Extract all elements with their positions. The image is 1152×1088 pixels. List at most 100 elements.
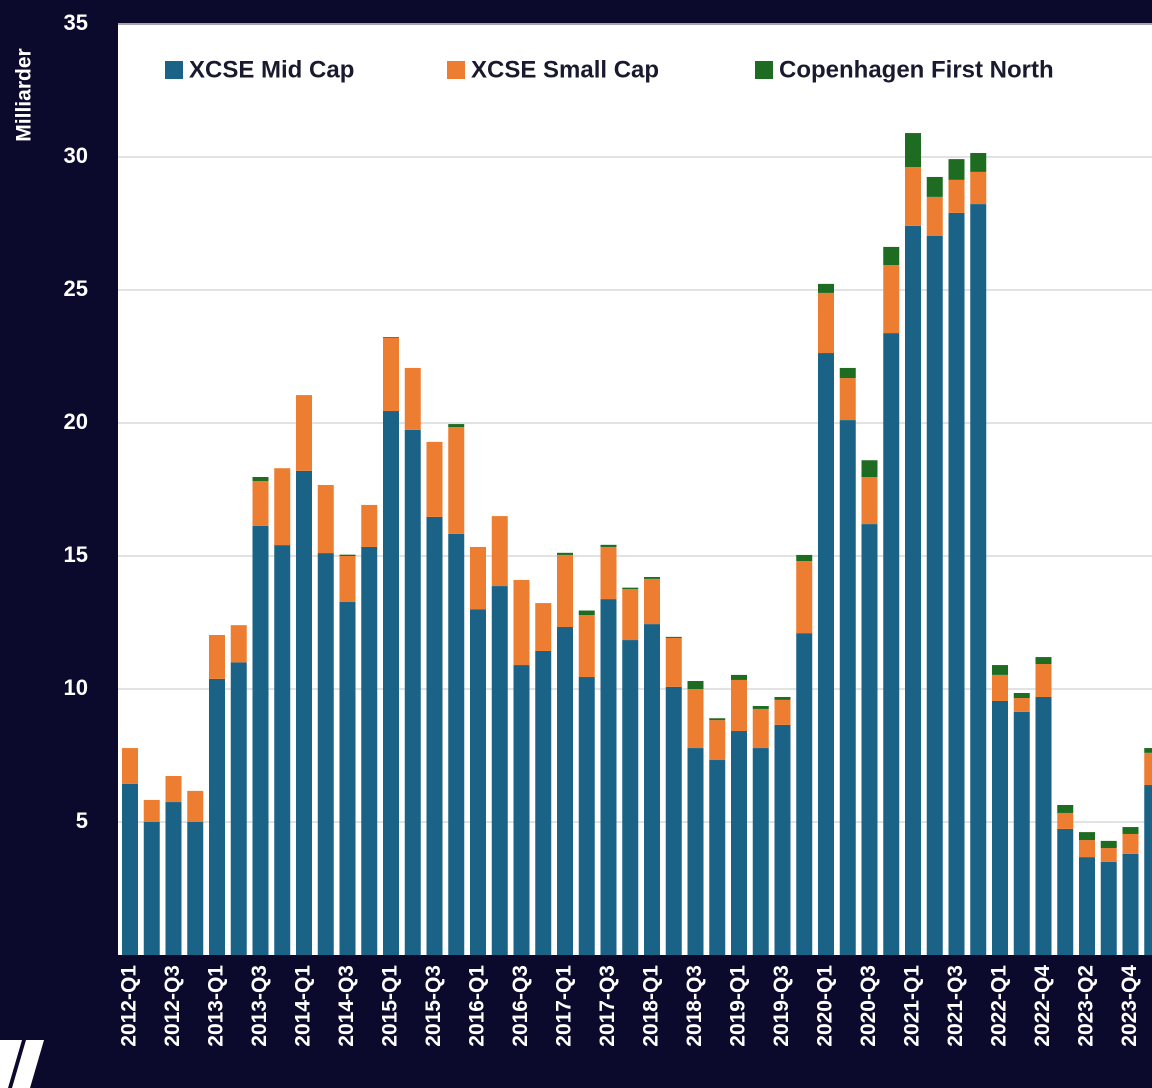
bar-segment — [731, 679, 747, 732]
x-tick-label: 2019-Q3 — [770, 965, 793, 1047]
bar-segment — [491, 516, 508, 587]
bar-segment — [644, 624, 660, 955]
bar-segment — [1013, 692, 1030, 699]
bar-segment — [383, 411, 399, 955]
bar-segment — [665, 637, 682, 687]
x-tick-label: 2017-Q3 — [596, 965, 619, 1047]
bar-segment — [926, 196, 943, 237]
bar-segment — [1035, 657, 1052, 664]
x-tick-label: 2015-Q3 — [422, 965, 445, 1047]
x-tick-label: 2015-Q1 — [379, 965, 402, 1047]
y-tick-label: 5 — [76, 808, 88, 833]
bar-segment — [578, 615, 595, 678]
bar-segment — [992, 665, 1008, 675]
y-tick-label: 30 — [64, 143, 88, 168]
bar-segment — [557, 627, 573, 955]
bar-segment — [448, 424, 465, 427]
bar-segment — [905, 133, 921, 168]
x-tick-label: 2012-Q3 — [161, 965, 184, 1047]
bar-segment — [143, 822, 160, 955]
bar-segment — [383, 337, 399, 338]
bar-segment — [404, 367, 421, 430]
bar-segment — [731, 674, 747, 680]
bar-segment — [339, 602, 356, 955]
bar-segment — [839, 367, 856, 379]
bar-segment — [252, 480, 269, 526]
bar-segment — [470, 609, 486, 955]
bar-segment — [404, 429, 421, 955]
bar-segment — [796, 561, 813, 634]
bar-segment — [122, 748, 138, 784]
bar-segment — [687, 748, 704, 955]
bar-segment — [818, 283, 834, 293]
bar-segment — [752, 748, 769, 955]
logo — [0, 1040, 22, 1088]
bar-segment — [535, 603, 552, 651]
bar-segment — [339, 554, 356, 556]
x-tick-label: 2013-Q1 — [205, 965, 228, 1047]
x-tick-label: 2018-Q3 — [683, 965, 706, 1047]
bar-segment — [1122, 853, 1139, 955]
bar-segment — [948, 212, 965, 956]
bar-segment — [600, 544, 617, 547]
bar-segment — [274, 545, 291, 955]
bar-segment — [296, 395, 312, 471]
legend-label: XCSE Mid Cap — [189, 56, 354, 83]
bar-segment — [709, 720, 726, 761]
bar-segment — [317, 553, 334, 955]
bar-segment — [600, 546, 617, 600]
bar-segment — [296, 470, 312, 955]
bar-segment — [557, 552, 573, 555]
bar-segment — [535, 650, 552, 955]
bar-segment — [948, 159, 965, 180]
bar-segment — [818, 353, 834, 955]
bar-segment — [1144, 748, 1152, 753]
bar-segment — [665, 686, 682, 955]
bar-segment — [361, 546, 378, 955]
x-tick-label: 2014-Q3 — [335, 965, 358, 1047]
x-tick-label: 2023-Q2 — [1075, 965, 1098, 1047]
bar-segment — [122, 783, 138, 955]
bar-segment — [992, 674, 1008, 701]
bar-segment — [165, 775, 182, 803]
bar-segment — [230, 662, 247, 955]
bar-segment — [209, 678, 225, 955]
bar-segment — [165, 802, 182, 955]
bar-segment — [1122, 827, 1139, 834]
bar-segment — [230, 625, 247, 663]
bar-segment — [752, 706, 769, 709]
bar-segment — [774, 696, 791, 700]
x-tick-label: 2014-Q1 — [292, 965, 315, 1047]
bar-segment — [1100, 848, 1117, 862]
bar-segment — [1079, 857, 1095, 955]
bar-segment — [796, 554, 813, 562]
bar-segment — [1144, 785, 1152, 955]
y-tick-label: 20 — [64, 409, 88, 434]
x-tick-label: 2019-Q1 — [727, 965, 750, 1047]
bar-segment — [839, 420, 856, 956]
x-tick-label: 2018-Q1 — [640, 965, 663, 1047]
y-tick-label: 10 — [64, 675, 88, 700]
bar-segment — [883, 246, 900, 265]
bar-segment — [578, 610, 595, 616]
legend-label: Copenhagen First North — [779, 56, 1054, 83]
bar-segment — [1079, 832, 1095, 841]
bar-segment — [600, 599, 617, 955]
bar-segment — [426, 516, 443, 955]
bar-segment — [1035, 663, 1052, 697]
y-axis-label: Milliarder — [13, 48, 36, 141]
bar-segment — [948, 179, 965, 213]
bar-segment — [1057, 812, 1074, 829]
bar-segment — [970, 204, 987, 955]
bar-segment — [926, 236, 943, 955]
bar-segment — [1013, 711, 1030, 955]
bar-segment — [426, 441, 443, 517]
x-tick-label: 2016-Q3 — [509, 965, 532, 1047]
bar-segment — [1013, 698, 1030, 712]
bar-segment — [1144, 752, 1152, 786]
bar-segment — [861, 524, 878, 955]
bar-segment — [470, 546, 486, 610]
bar-segment — [448, 533, 465, 955]
